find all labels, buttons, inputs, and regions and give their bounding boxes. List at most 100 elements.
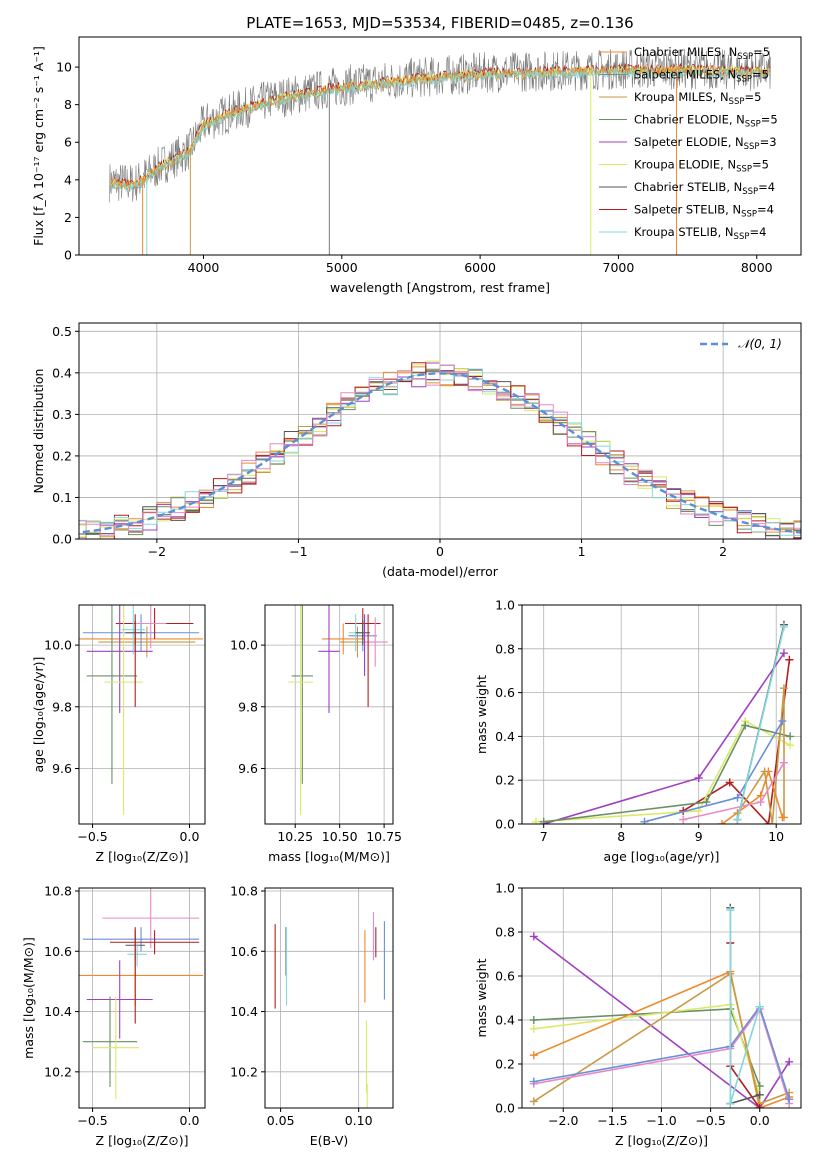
- x-tick-label: 10: [768, 829, 784, 844]
- x-tick-label: 0.10: [345, 1113, 373, 1128]
- y-tick-label: 0.8: [495, 641, 515, 656]
- series-marker: [733, 793, 742, 802]
- x-tick-label: 0: [436, 544, 444, 559]
- y-tick-label: 10.4: [44, 1004, 72, 1019]
- y-tick-label: 0.0: [52, 532, 72, 547]
- y-tick-label: 0.8: [495, 925, 515, 940]
- legend-label-sub: SSP: [744, 142, 760, 152]
- x-tick-label: −2: [148, 544, 166, 559]
- x-tick-label: 2: [719, 544, 727, 559]
- series-marker: [785, 1095, 794, 1104]
- legend-label: Chabrier ELODIE, NSSP=5: [634, 113, 778, 130]
- spectrum-panel: 4000 5000 6000 7000 8000 0 2 4 6 8 10 wavelength [A…: [31, 36, 802, 295]
- weight-vs-age-panel: 7 8 9 10 0.0 0.2 0.4 0.6 0.8 1.0 age [log₁₀(age/yr…: [474, 598, 802, 864]
- series-lines: [531, 620, 795, 824]
- legend-label: Kroupa MILES, NSSP=5: [634, 90, 761, 107]
- legend-label-value: =5: [761, 113, 778, 127]
- legend-label: Salpeter MILES, NSSP=5: [634, 68, 769, 85]
- series-line: [543, 724, 791, 823]
- y-tick-label: 0.6: [495, 969, 515, 984]
- x-tick-label: 10.50: [322, 829, 358, 844]
- x-tick-label: −0.5: [77, 1113, 107, 1128]
- x-tick-label: 6000: [464, 260, 496, 275]
- y-tick-label: 0.0: [495, 1101, 515, 1116]
- x-tick-label: 1: [578, 544, 586, 559]
- legend-label-value: =3: [760, 135, 777, 149]
- series-line: [535, 720, 791, 823]
- series-marker: [741, 721, 750, 730]
- y-tick-label: 10: [56, 60, 72, 75]
- legend-label-main: Salpeter ELODIE, N: [634, 135, 744, 149]
- y-tick-label: 0.6: [495, 685, 515, 700]
- series-marker: [779, 649, 788, 658]
- series-marker: [786, 741, 795, 750]
- series-marker: [531, 817, 540, 824]
- y-tick-label: 1.0: [495, 598, 515, 613]
- y-tick-label: 10.4: [230, 1004, 258, 1019]
- legend-label-value: =4: [749, 225, 766, 239]
- normal-curve-line: [79, 372, 801, 534]
- legend-label: Chabrier STELIB, NSSP=4: [634, 180, 775, 197]
- x-tick-label: −2.0: [548, 1113, 578, 1128]
- series-marker: [529, 1077, 538, 1086]
- y-tick-label: 6: [64, 135, 72, 150]
- errorbars: [79, 605, 204, 815]
- y-tick-label: 10.6: [230, 944, 258, 959]
- series-marker: [779, 622, 788, 631]
- errorbars: [274, 912, 385, 1108]
- weight-vs-Z-panel: −2.0 −1.5 −1.0 −0.5 0.0 0.0 0.2 0.4 0.6 0.8 1.0 Z […: [474, 881, 802, 1148]
- series-marker: [756, 798, 765, 807]
- series-marker: [529, 1051, 538, 1060]
- series-marker: [779, 684, 788, 693]
- x-tick-label: 0.0: [180, 829, 200, 844]
- y-tick-label: 0.4: [495, 1013, 515, 1028]
- errorbars: [79, 888, 204, 1099]
- errorbars: [288, 605, 388, 815]
- legend-label-value: =5: [744, 90, 761, 104]
- legend-label-sub: SSP: [734, 232, 750, 242]
- histogram-step-line: [79, 365, 801, 536]
- axes-frame: [264, 887, 394, 1109]
- series-marker: [529, 932, 538, 941]
- y-tick-label: 2: [64, 210, 72, 225]
- series-marker: [702, 798, 711, 807]
- x-tick-label: −1.5: [597, 1113, 627, 1128]
- series-marker: [778, 717, 787, 726]
- x-tick-label: 8: [617, 829, 625, 844]
- series-marker: [529, 1016, 538, 1024]
- series-marker: [764, 767, 773, 776]
- series-marker: [640, 817, 649, 824]
- series-line: [721, 768, 784, 824]
- y-tick-label: 9.8: [52, 699, 72, 714]
- x-tick-label: 10.25: [277, 829, 313, 844]
- legend-label-main: Salpeter STELIB, N: [634, 203, 741, 217]
- y-tick-label: 0.0: [495, 817, 515, 832]
- series-line: [533, 935, 790, 1108]
- age-vs-Z-panel: −0.5 0.0 9.6 9.8 10.0 Z [log₁₀(Z/Z⊙)] age [log…: [31, 604, 206, 864]
- axes-frame: [264, 604, 394, 825]
- y-tick-label: 10.0: [230, 638, 258, 653]
- x-tick-label: −1: [289, 544, 307, 559]
- figure-title: PLATE=1653, MJD=53534, FIBERID=0485, z=0…: [246, 14, 633, 32]
- x-tick-label: 7: [540, 829, 548, 844]
- series-marker: [679, 815, 688, 824]
- model-spectrum-line: [109, 67, 771, 193]
- x-tick-label: 10.75: [366, 829, 402, 844]
- legend-label-sub: SSP: [736, 75, 752, 85]
- y-tick-label: 0.2: [495, 1057, 515, 1072]
- series-marker: [726, 1099, 735, 1108]
- series-lines: [529, 903, 794, 1108]
- y-tick-label: 0.3: [52, 407, 72, 422]
- y-tick-label: 9.8: [238, 699, 258, 714]
- y-tick-label: 0.4: [495, 729, 515, 744]
- mass-vs-Z-panel: −0.5 0.0 10.2 10.4 10.6 10.8 Z [log₁₀(Z/Z⊙)] ma…: [21, 884, 206, 1148]
- y-tick-label: 10.6: [44, 944, 72, 959]
- series-marker: [779, 758, 788, 767]
- series-line: [736, 688, 785, 824]
- axes-frame: [521, 604, 802, 825]
- series-marker: [764, 820, 773, 824]
- y-tick-label: 10.2: [230, 1064, 258, 1079]
- age-vs-mass-panel: 10.25 10.50 10.75 9.6 9.8 10.0 mass [log₁₀(M/M…: [230, 604, 402, 864]
- y-tick-label: 4: [64, 172, 72, 187]
